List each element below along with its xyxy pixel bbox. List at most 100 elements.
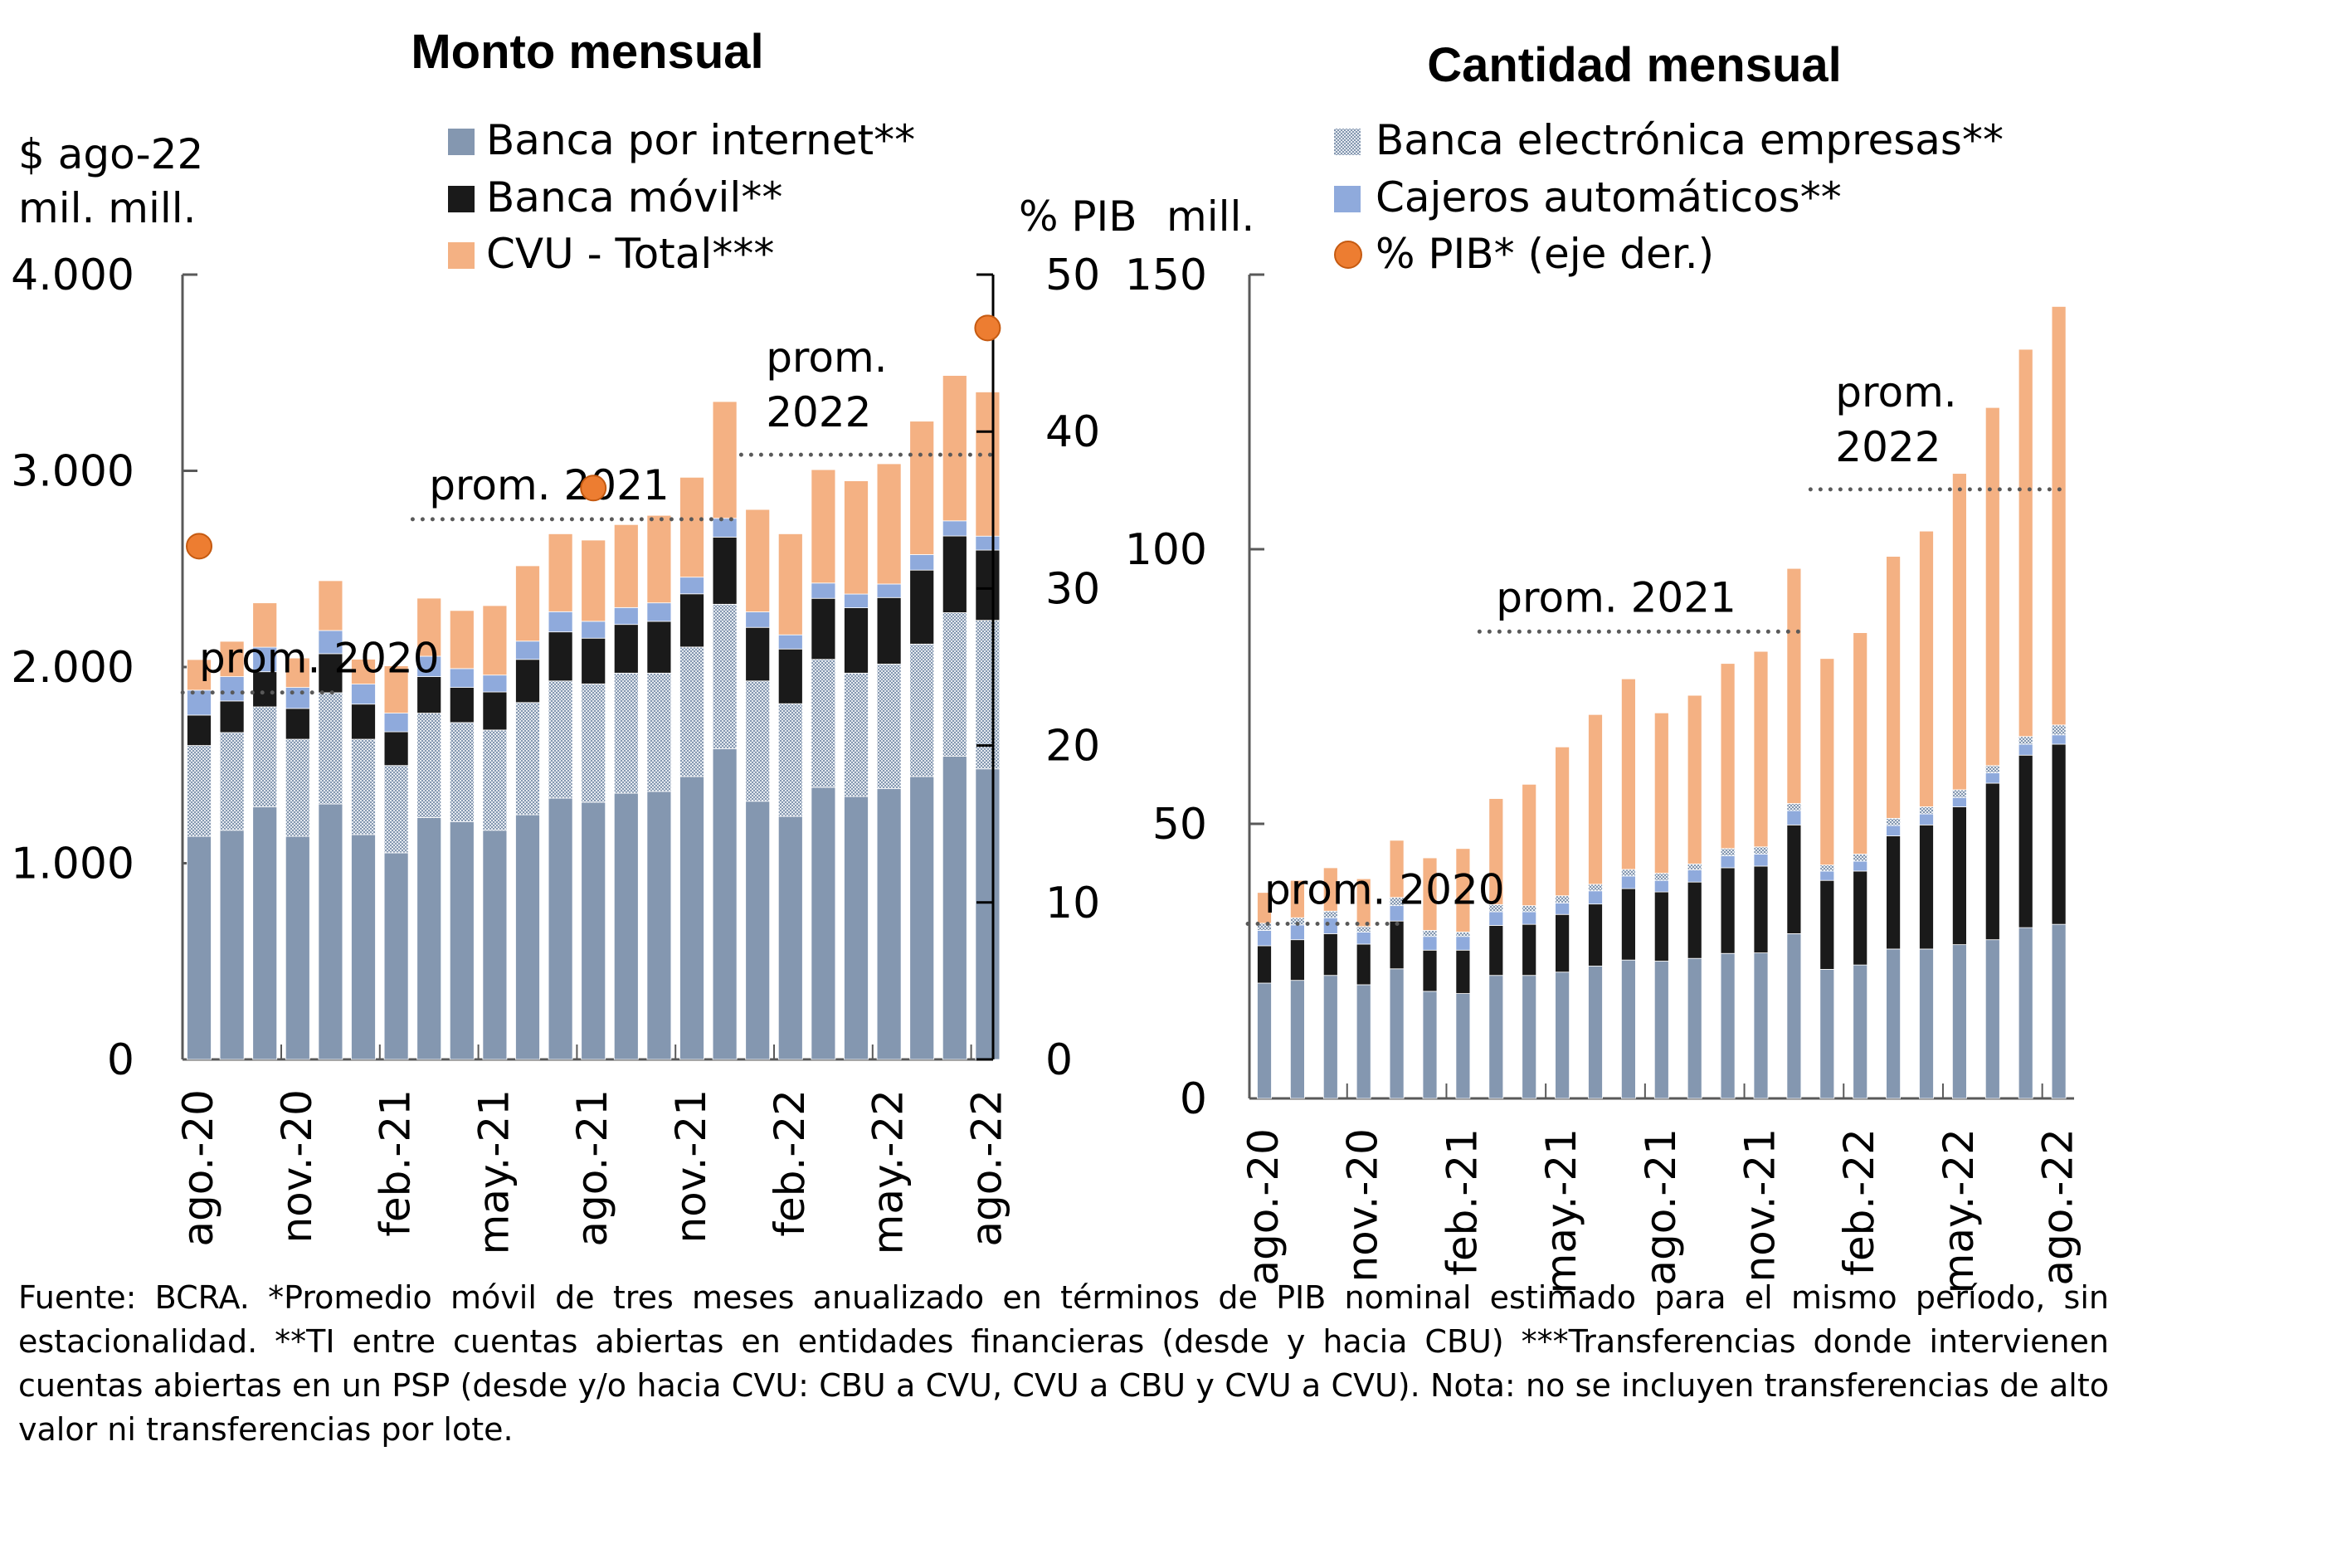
average-label: 2022	[766, 388, 871, 436]
bar-segment-internet	[679, 776, 704, 1060]
average-label: prom. 2021	[1496, 573, 1736, 621]
bar-segment-empresas	[383, 765, 409, 854]
bar-segment-cajeros	[712, 518, 738, 538]
bar-segment-cajeros	[1687, 869, 1702, 883]
bar-segment-internet	[383, 852, 409, 1060]
bar-segment-movil	[548, 631, 573, 682]
bar-segment-cajeros	[1455, 936, 1471, 951]
bar-segment-cvu	[777, 533, 803, 635]
y2-tick-label: 50	[1045, 251, 1100, 300]
bar-segment-internet	[449, 821, 475, 1060]
bar-segment-cvu	[1389, 840, 1405, 898]
average-label: 2022	[1835, 423, 1941, 471]
bar-segment-movil	[844, 607, 869, 674]
bar-segment-cajeros	[1621, 875, 1636, 889]
bar-segment-movil	[1786, 824, 1802, 934]
bar-segment-internet	[975, 768, 1001, 1060]
bar-segment-empresas	[1984, 765, 2000, 773]
bar-segment-cajeros	[646, 602, 672, 622]
legend-label-internet: Banca por internet**	[486, 116, 915, 164]
bar-segment-cajeros	[383, 713, 409, 733]
x-tick-label: feb.-21	[1438, 1128, 1486, 1276]
bar-segment-movil	[679, 593, 704, 648]
bar-segment-cvu	[1720, 663, 1736, 850]
y-tick-label: 150	[1125, 251, 1207, 300]
bar-segment-empresas	[482, 729, 508, 831]
bar-segment-movil	[187, 714, 212, 747]
bar-segment-cvu	[1257, 892, 1272, 924]
bar-segment-cajeros	[1522, 911, 1537, 925]
bar-segment-cvu	[1753, 650, 1769, 848]
bar-segment-empresas	[1687, 863, 1702, 871]
bar-segment-movil	[1555, 913, 1570, 973]
bar-segment-cvu	[1588, 713, 1603, 885]
bar-segment-internet	[1257, 982, 1272, 1099]
right-y-axis-label: mill.	[1166, 192, 1254, 241]
bar-segment-internet	[285, 835, 310, 1060]
bar-segment-cajeros	[581, 621, 606, 639]
bar-segment-empresas	[2018, 736, 2033, 745]
bar-segment-internet	[1389, 968, 1405, 1099]
y-tick-label: 50	[1152, 800, 1207, 850]
bar-segment-cvu	[909, 421, 935, 555]
x-tick-label: feb.-22	[766, 1089, 814, 1237]
bar-segment-internet	[1653, 961, 1669, 1099]
bar-segment-cajeros	[1322, 917, 1338, 934]
bar-segment-movil	[1322, 933, 1338, 976]
bar-segment-cajeros	[1819, 870, 1835, 881]
bar-segment-movil	[2018, 754, 2033, 928]
bar-segment-empresas	[745, 680, 771, 802]
x-tick-label: may.-22	[864, 1089, 913, 1254]
left-chart-title: Monto mensual	[411, 25, 763, 79]
bar-segment-cajeros	[1753, 854, 1769, 867]
bar-segment-movil	[876, 597, 902, 665]
bar-segment-empresas	[449, 722, 475, 822]
bar-segment-movil	[252, 671, 278, 708]
bar-segment-internet	[318, 803, 343, 1060]
left-y-axis-label-line2: mil. mill.	[18, 184, 197, 232]
bar-segment-cvu	[1984, 407, 2000, 767]
bar-segment-internet	[844, 796, 869, 1060]
bar-segment-internet	[1588, 966, 1603, 1099]
bar-segment-movil	[1687, 881, 1702, 959]
footnote: Fuente: BCRA. *Promedio móvil de tres me…	[18, 1279, 2109, 1448]
bar-segment-cvu	[1621, 678, 1636, 870]
bar-segment-internet	[1555, 971, 1570, 1099]
bar-segment-empresas	[252, 706, 278, 808]
bar-segment-cajeros	[1422, 936, 1438, 951]
x-tick-label: nov.-20	[1339, 1128, 1387, 1283]
bar-segment-empresas	[811, 659, 836, 788]
bar-segment-movil	[383, 731, 409, 767]
bar-segment-cvu	[1886, 556, 1902, 819]
bar-segment-movil	[351, 704, 376, 740]
y2-tick-label: 40	[1045, 407, 1100, 457]
legend-swatch-cvu	[448, 242, 475, 269]
x-tick-label: ago.-21	[568, 1089, 616, 1247]
bar-segment-empresas	[515, 702, 540, 816]
bar-segment-cajeros	[482, 674, 508, 693]
bar-segment-internet	[2018, 927, 2033, 1099]
bar-segment-internet	[712, 748, 738, 1060]
bar-segment-empresas	[844, 672, 869, 797]
bar-segment-empresas	[1356, 926, 1371, 933]
bar-segment-movil	[646, 621, 672, 674]
bar-segment-movil	[1886, 835, 1902, 950]
bar-segment-internet	[1753, 952, 1769, 1099]
bar-segment-empresas	[318, 692, 343, 805]
right-chart-title: Cantidad mensual	[1427, 38, 1842, 92]
x-tick-label: may.-21	[470, 1089, 518, 1254]
bar-segment-empresas	[1951, 789, 1967, 798]
y-tick-label: 4.000	[11, 251, 134, 300]
bar-segment-cajeros	[1951, 796, 1967, 807]
bar-segment-internet	[1853, 964, 1868, 1099]
bar-segment-internet	[1455, 993, 1471, 1099]
legend-label-movil: Banca móvil**	[486, 173, 782, 222]
bar-segment-internet	[613, 792, 639, 1060]
legend-label-cvu: CVU - Total***	[486, 230, 774, 278]
bar-segment-movil	[1984, 782, 2000, 941]
bar-segment-movil	[712, 537, 738, 605]
average-label: prom. 2020	[1264, 865, 1505, 913]
bar-segment-empresas	[1753, 846, 1769, 855]
bar-segment-empresas	[646, 672, 672, 792]
